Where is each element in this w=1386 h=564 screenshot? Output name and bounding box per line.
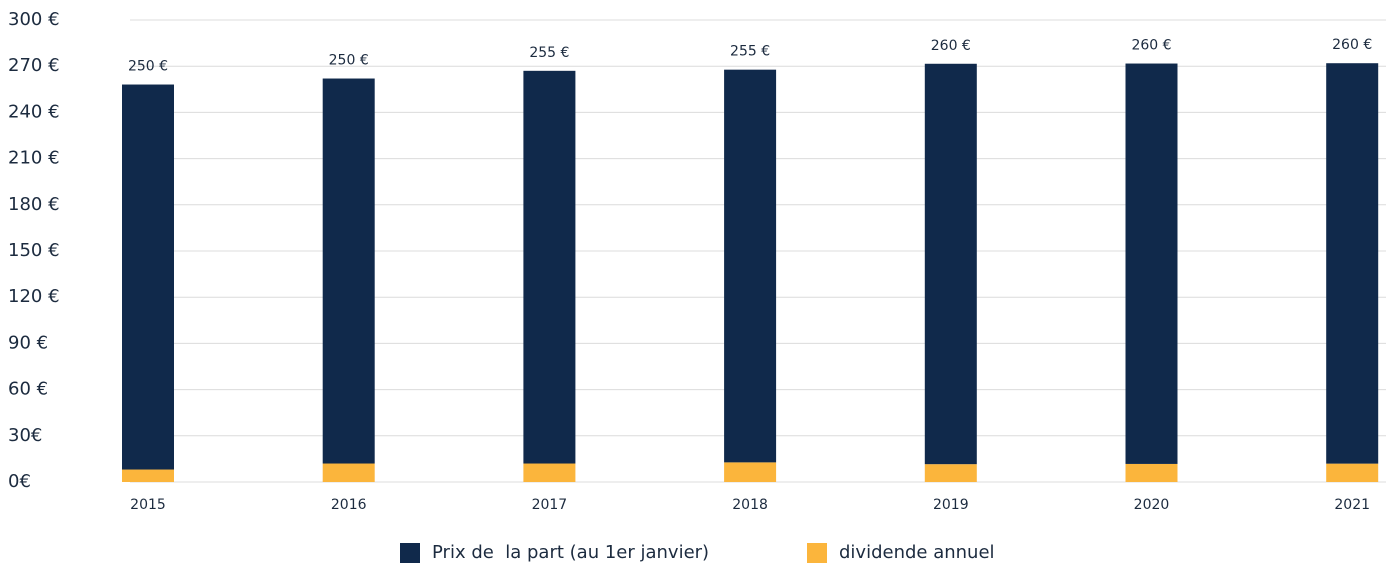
legend-label: dividende annuel bbox=[839, 542, 995, 563]
price-label: 255 € bbox=[730, 44, 770, 60]
y-tick-label: 120 € bbox=[8, 286, 60, 307]
x-tick-label: 2015 bbox=[130, 497, 166, 513]
bar-segment bbox=[924, 63, 977, 465]
x-tick-label: 2018 bbox=[732, 497, 768, 513]
y-tick-label: 270 € bbox=[8, 55, 60, 76]
y-tick-label: 180 € bbox=[8, 194, 60, 215]
bar-segment bbox=[523, 70, 576, 464]
bar-segment bbox=[1326, 63, 1379, 464]
y-tick-label: 150 € bbox=[8, 240, 60, 261]
x-tick-label: 2019 bbox=[933, 497, 969, 513]
price-label: 260 € bbox=[1131, 38, 1171, 54]
bar-segment bbox=[322, 463, 375, 482]
y-tick-label: 0€ bbox=[8, 471, 31, 492]
y-tick-label: 210 € bbox=[8, 148, 60, 169]
bar-segment bbox=[523, 463, 576, 482]
bar-segment bbox=[122, 84, 174, 470]
x-tick-label: 2016 bbox=[331, 497, 367, 513]
bar-segment bbox=[122, 469, 174, 482]
bar-segment bbox=[1125, 63, 1178, 464]
x-tick-label: 2020 bbox=[1134, 497, 1170, 513]
bar-segment bbox=[1326, 463, 1379, 482]
legend-swatch bbox=[400, 543, 420, 563]
y-tick-label: 240 € bbox=[8, 101, 60, 122]
y-tick-label: 30€ bbox=[8, 425, 42, 446]
price-label: 250 € bbox=[128, 59, 168, 75]
price-label: 260 € bbox=[931, 38, 971, 54]
x-tick-label: 2021 bbox=[1334, 497, 1370, 513]
bar-segment bbox=[724, 462, 777, 482]
price-label: 255 € bbox=[529, 45, 569, 61]
legend-label: Prix de la part (au 1er janvier) bbox=[432, 542, 709, 563]
bar-segment bbox=[724, 69, 777, 463]
x-tick-label: 2017 bbox=[532, 497, 568, 513]
price-label: 250 € bbox=[329, 53, 369, 69]
legend-swatch bbox=[807, 543, 827, 563]
y-tick-label: 300 € bbox=[8, 9, 60, 30]
y-tick-label: 90 € bbox=[8, 332, 48, 353]
bar-segment bbox=[924, 464, 977, 482]
price-label: 260 € bbox=[1332, 37, 1372, 53]
bar-segment bbox=[322, 78, 375, 464]
y-tick-label: 60 € bbox=[8, 379, 48, 400]
bar-segment bbox=[1125, 463, 1178, 482]
